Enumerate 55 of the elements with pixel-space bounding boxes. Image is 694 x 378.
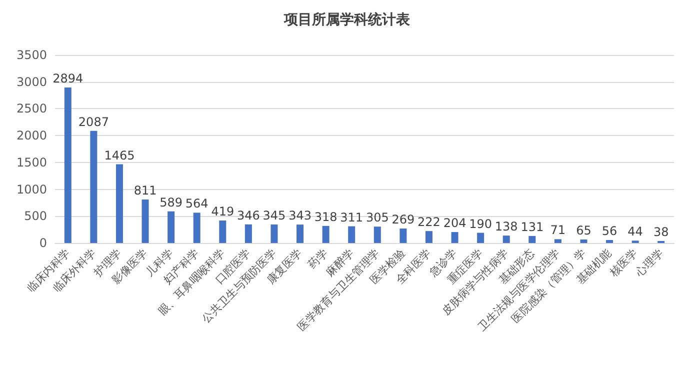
bar [142,199,149,243]
y-tick-label: 2000 [16,128,47,143]
data-label: 346 [236,208,260,222]
chart-title: 项目所属学科统计表 [283,11,411,28]
bar [606,240,614,243]
bar [90,130,98,243]
data-label: 222 [418,215,440,230]
bar [400,228,407,243]
data-label: 71 [550,223,566,238]
bar [425,231,432,243]
data-label: 589 [160,195,183,210]
bar [219,220,226,243]
data-label: 345 [262,208,286,222]
data-label: 1465 [104,148,135,162]
data-label: 419 [211,204,234,218]
y-tick-label: 500 [24,209,47,224]
bar [116,164,123,243]
bar [451,232,458,243]
y-tick-label: 1500 [16,155,47,170]
bar [374,226,381,243]
data-label: 131 [520,220,544,234]
data-label: 56 [602,224,618,238]
data-label: 318 [314,210,338,224]
bar [528,236,536,243]
bar [580,240,588,243]
data-label: 305 [366,210,389,225]
bar [477,232,484,243]
data-label: 811 [134,183,157,198]
data-label: 564 [185,196,208,211]
bar [64,88,72,243]
bar [322,226,330,243]
bar [296,224,304,243]
data-label: 38 [653,224,669,239]
data-label: 190 [469,216,492,231]
y-tick-label: 1000 [16,182,47,196]
data-label: 204 [443,216,466,230]
y-tick-label: 3000 [16,74,47,89]
y-tick-label: 3500 [16,48,47,62]
y-tick-label: 2500 [16,102,47,116]
bar [193,212,200,243]
data-label: 44 [628,224,643,239]
bar [554,239,562,243]
data-label: 343 [288,208,312,223]
data-label: 65 [576,224,592,238]
y-tick-label: 0 [39,236,47,250]
bar [502,236,510,243]
bar [168,211,175,243]
data-label: 311 [340,210,364,224]
data-label: 2087 [78,114,109,129]
data-label: 2894 [52,72,84,86]
bar [244,224,252,243]
data-label: 269 [392,212,415,227]
data-label: 138 [494,220,518,234]
bar [348,226,356,243]
bar [270,224,278,243]
